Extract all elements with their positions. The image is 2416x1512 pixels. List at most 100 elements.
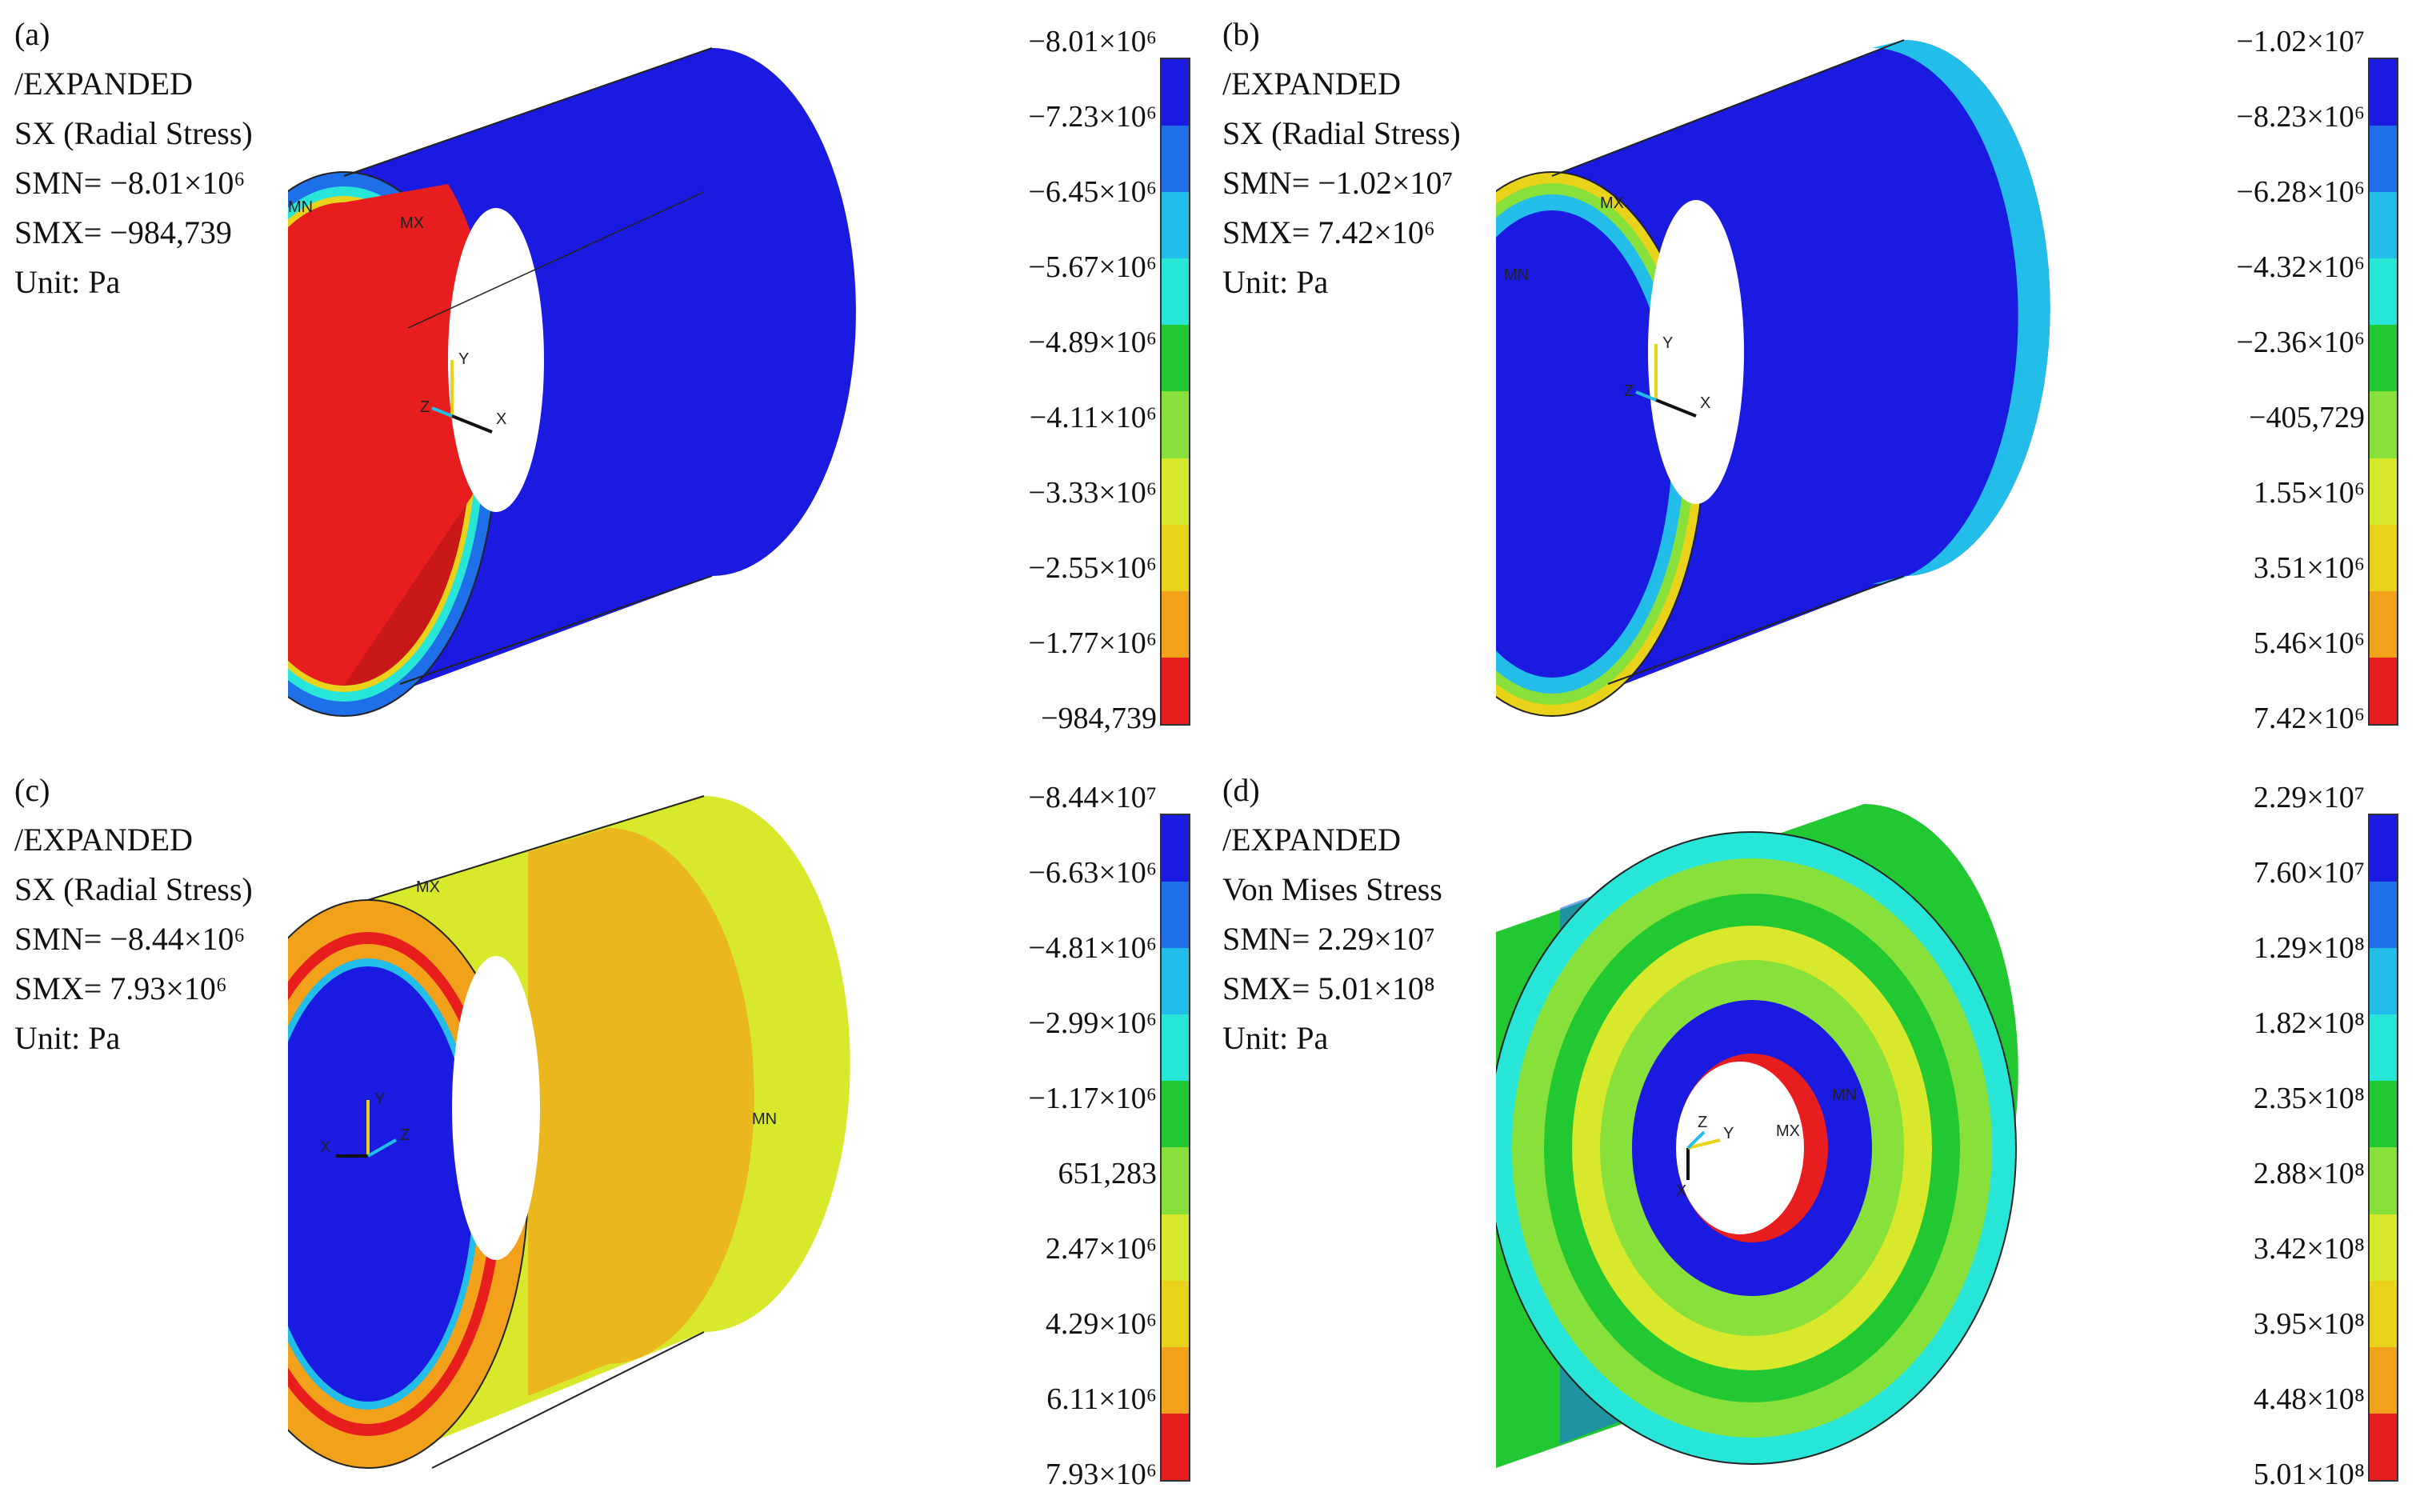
axis-triad-icon: X Y Z bbox=[1676, 1114, 1734, 1200]
legend-label: −405,729 bbox=[2249, 401, 2365, 434]
legend-label: −6.28×10⁶ bbox=[2236, 175, 2365, 209]
mn-marker: MN bbox=[288, 198, 313, 216]
panel-a: (a) /EXPANDED SX (Radial Stress) SMN= −8… bbox=[0, 0, 1208, 756]
svg-text:Z: Z bbox=[1624, 382, 1634, 400]
legend-labels: 2.29×10⁷ 7.60×10⁷ 1.29×10⁸ 1.82×10⁸ 2.35… bbox=[2157, 780, 2365, 1500]
view-mode: /EXPANDED bbox=[1222, 66, 1401, 102]
legend-label: −1.02×10⁷ bbox=[2236, 25, 2365, 58]
svg-text:Y: Y bbox=[458, 350, 469, 368]
axis-triad-icon: Y X Z bbox=[420, 350, 506, 434]
cylinder-model: MX MN Y X Z bbox=[288, 795, 850, 1469]
panel-b: (b) /EXPANDED SX (Radial Stress) SMN= −1… bbox=[1208, 0, 2416, 756]
legend-label: −2.99×10⁶ bbox=[1028, 1006, 1157, 1040]
color-legend-bar bbox=[1160, 58, 1190, 726]
legend-label: −4.32×10⁶ bbox=[2236, 250, 2365, 284]
unit: Unit: Pa bbox=[1222, 264, 1329, 300]
max-value: SMX= 7.42×10⁶ bbox=[1222, 214, 1435, 250]
legend-label: −2.55×10⁶ bbox=[1028, 551, 1157, 585]
max-value: SMX= 7.93×10⁶ bbox=[14, 970, 227, 1006]
mx-marker: MX bbox=[1776, 1122, 1800, 1140]
legend-label: 1.82×10⁸ bbox=[2253, 1006, 2365, 1040]
panel-info: (b) /EXPANDED SX (Radial Stress) SMN= −1… bbox=[1222, 10, 1461, 307]
legend-label: −8.01×10⁶ bbox=[1028, 25, 1157, 58]
legend-label: 2.47×10⁶ bbox=[1045, 1232, 1157, 1266]
svg-text:X: X bbox=[1700, 394, 1710, 412]
legend-label: 2.88×10⁸ bbox=[2253, 1157, 2365, 1190]
mx-marker: MX bbox=[400, 214, 424, 232]
legend-label: −2.36×10⁶ bbox=[2236, 326, 2365, 359]
legend-label: 4.48×10⁸ bbox=[2253, 1382, 2365, 1416]
color-legend-bar bbox=[1160, 814, 1190, 1482]
cylinder-model: MN MX Y X Z bbox=[1496, 39, 2050, 717]
result-quantity: SX (Radial Stress) bbox=[1222, 115, 1461, 151]
legend-label: 3.51×10⁶ bbox=[2253, 551, 2365, 585]
legend-labels: −8.44×10⁷ −6.63×10⁶ −4.81×10⁶ −2.99×10⁶ … bbox=[949, 780, 1157, 1500]
view-mode: /EXPANDED bbox=[1222, 822, 1401, 858]
result-quantity: SX (Radial Stress) bbox=[14, 871, 253, 907]
legend-labels: −1.02×10⁷ −8.23×10⁶ −6.28×10⁶ −4.32×10⁶ … bbox=[2157, 24, 2365, 744]
mx-marker: MX bbox=[416, 878, 440, 896]
legend-label: 2.35×10⁸ bbox=[2253, 1082, 2365, 1115]
min-value: SMN= −8.01×10⁶ bbox=[14, 165, 246, 201]
max-value: SMX= 5.01×10⁸ bbox=[1222, 970, 1435, 1006]
legend-label: −8.23×10⁶ bbox=[2236, 100, 2365, 134]
svg-text:Y: Y bbox=[1723, 1125, 1734, 1142]
panel-info: (a) /EXPANDED SX (Radial Stress) SMN= −8… bbox=[14, 10, 253, 307]
legend-label: −4.81×10⁶ bbox=[1028, 931, 1157, 965]
legend-label: 7.93×10⁶ bbox=[1045, 1458, 1157, 1491]
panel-c: (c) /EXPANDED SX (Radial Stress) SMN= −8… bbox=[0, 756, 1208, 1512]
legend-label: −5.67×10⁶ bbox=[1028, 250, 1157, 284]
legend-label: −7.23×10⁶ bbox=[1028, 100, 1157, 134]
legend-label: −4.89×10⁶ bbox=[1028, 326, 1157, 359]
mn-marker: MN bbox=[1832, 1086, 1857, 1104]
svg-text:Y: Y bbox=[374, 1090, 385, 1108]
svg-text:X: X bbox=[320, 1138, 330, 1156]
legend-label: 5.01×10⁸ bbox=[2253, 1458, 2365, 1491]
min-value: SMN= −1.02×10⁷ bbox=[1222, 165, 1454, 201]
panel-tag: (d) bbox=[1222, 772, 1260, 808]
legend-label: −1.77×10⁶ bbox=[1028, 626, 1157, 660]
unit: Unit: Pa bbox=[14, 264, 121, 300]
min-value: SMN= 2.29×10⁷ bbox=[1222, 921, 1435, 957]
svg-text:Y: Y bbox=[1662, 334, 1673, 352]
mn-marker: MN bbox=[752, 1110, 777, 1128]
legend-label: −984,739 bbox=[1041, 702, 1157, 735]
legend-label: −8.44×10⁷ bbox=[1028, 781, 1157, 814]
axis-triad-icon: Y X Z bbox=[1624, 334, 1710, 418]
legend-label: 5.46×10⁶ bbox=[2253, 626, 2365, 660]
legend-label: −1.17×10⁶ bbox=[1028, 1082, 1157, 1115]
panel-info: (d) /EXPANDED Von Mises Stress SMN= 2.29… bbox=[1222, 766, 1442, 1063]
color-legend-bar bbox=[2368, 58, 2398, 726]
svg-text:Z: Z bbox=[1698, 1114, 1707, 1131]
legend-label: 651,283 bbox=[1058, 1157, 1158, 1190]
cylinder-model: MN MX X Y Z bbox=[1496, 804, 2018, 1468]
cylinder-model: MN MX Y X Z bbox=[288, 47, 856, 717]
legend-label: 7.60×10⁷ bbox=[2253, 856, 2365, 890]
svg-text:Z: Z bbox=[420, 398, 430, 416]
legend-label: 1.29×10⁸ bbox=[2253, 931, 2365, 965]
max-value: SMX= −984,739 bbox=[14, 214, 232, 250]
svg-text:X: X bbox=[1676, 1182, 1686, 1200]
panel-tag: (b) bbox=[1222, 16, 1260, 52]
legend-label: 6.11×10⁶ bbox=[1046, 1382, 1157, 1416]
panel-tag: (a) bbox=[14, 16, 50, 52]
min-value: SMN= −8.44×10⁶ bbox=[14, 921, 246, 957]
axis-triad-icon: Y X Z bbox=[320, 1090, 410, 1158]
unit: Unit: Pa bbox=[1222, 1020, 1329, 1056]
legend-label: −6.63×10⁶ bbox=[1028, 856, 1157, 890]
legend-labels: −8.01×10⁶ −7.23×10⁶ −6.45×10⁶ −5.67×10⁶ … bbox=[949, 24, 1157, 744]
view-mode: /EXPANDED bbox=[14, 66, 193, 102]
panel-tag: (c) bbox=[14, 772, 50, 808]
legend-label: 3.95×10⁸ bbox=[2253, 1307, 2365, 1341]
view-mode: /EXPANDED bbox=[14, 822, 193, 858]
result-quantity: Von Mises Stress bbox=[1222, 871, 1442, 907]
legend-label: 7.42×10⁶ bbox=[2253, 702, 2365, 735]
mn-marker: MN bbox=[1504, 266, 1529, 284]
legend-label: −3.33×10⁶ bbox=[1028, 476, 1157, 510]
legend-label: −6.45×10⁶ bbox=[1028, 175, 1157, 209]
panel-info: (c) /EXPANDED SX (Radial Stress) SMN= −8… bbox=[14, 766, 253, 1063]
legend-label: 4.29×10⁶ bbox=[1045, 1307, 1157, 1341]
legend-label: 2.29×10⁷ bbox=[2253, 781, 2365, 814]
result-quantity: SX (Radial Stress) bbox=[14, 115, 253, 151]
legend-label: 3.42×10⁸ bbox=[2253, 1232, 2365, 1266]
